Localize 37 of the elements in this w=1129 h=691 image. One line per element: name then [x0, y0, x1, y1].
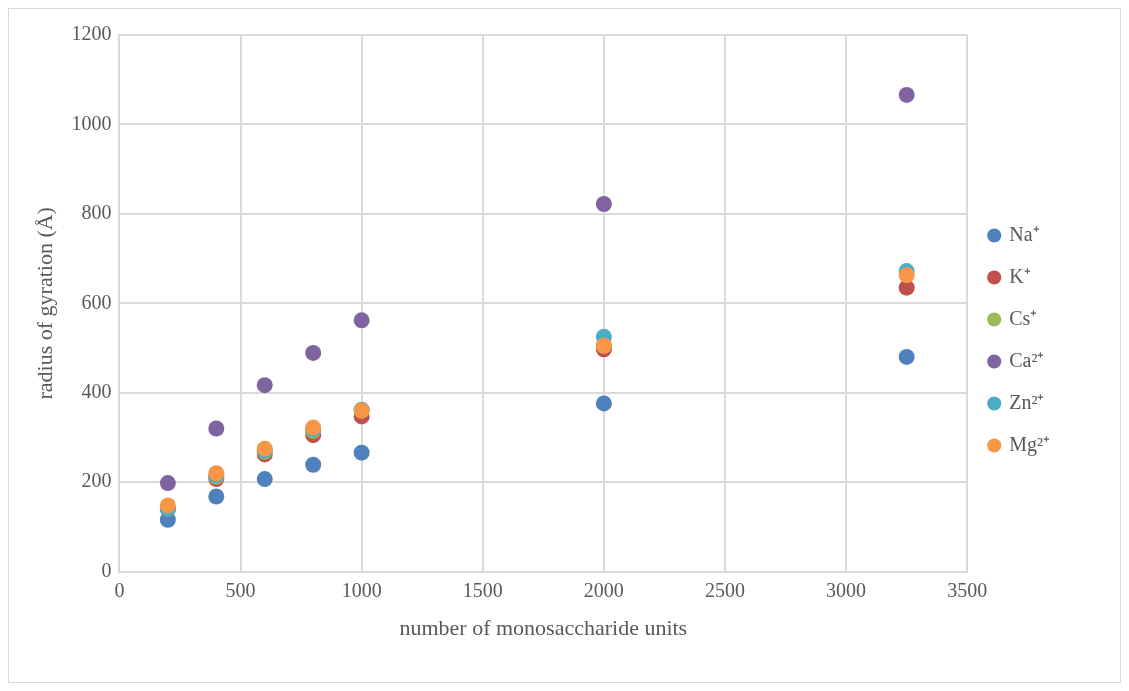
- point: [305, 456, 322, 473]
- y-tick-label: 800: [81, 201, 112, 224]
- point: [353, 312, 370, 329]
- point: [305, 344, 322, 361]
- point: [208, 420, 225, 437]
- x-axis-title: number of monosaccharide units: [399, 614, 688, 640]
- point: [898, 348, 915, 365]
- y-tick-label: 1200: [71, 22, 112, 45]
- point: [208, 488, 225, 505]
- x-tick-label: 1500: [462, 578, 503, 601]
- legend-label: Mg²⁺: [1009, 432, 1050, 456]
- y-tick-label: 1000: [71, 111, 112, 134]
- x-tick-label: 500: [225, 578, 256, 601]
- y-tick-label: 0: [101, 558, 112, 581]
- y-tick-label: 400: [81, 379, 112, 402]
- point: [256, 377, 273, 394]
- point: [159, 475, 176, 492]
- legend-label: K⁺: [1009, 264, 1031, 287]
- point: [595, 196, 612, 213]
- x-tick-label: 3000: [826, 578, 867, 601]
- x-tick-label: 3500: [947, 578, 988, 601]
- point: [595, 395, 612, 412]
- point: [256, 471, 273, 488]
- point: [159, 497, 176, 514]
- point: [898, 86, 915, 103]
- point: [898, 267, 915, 284]
- x-tick-label: 2000: [583, 578, 624, 601]
- legend-label: Cs⁺: [1009, 306, 1038, 329]
- x-tick-label: 2500: [704, 578, 745, 601]
- y-tick-label: 200: [81, 469, 112, 492]
- legend-label: Na⁺: [1009, 222, 1040, 245]
- y-tick-label: 600: [81, 290, 112, 313]
- y-axis-title: radius of gyration (Å): [31, 207, 57, 400]
- x-tick-label: 1000: [341, 578, 382, 601]
- legend-label: Zn²⁺: [1009, 390, 1045, 413]
- legend-label: Ca²⁺: [1009, 348, 1045, 371]
- point: [353, 444, 370, 461]
